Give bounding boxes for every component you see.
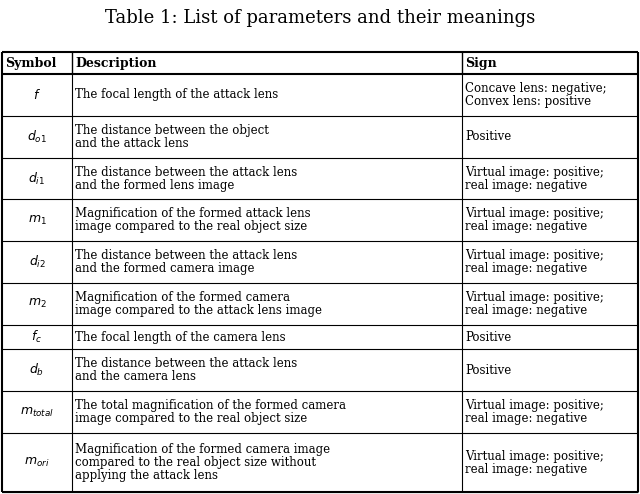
Text: $d_{o1}$: $d_{o1}$ — [27, 128, 47, 145]
Text: Magnification of the formed attack lens: Magnification of the formed attack lens — [75, 207, 310, 220]
Text: and the camera lens: and the camera lens — [75, 370, 196, 383]
Text: real image: negative: real image: negative — [465, 178, 588, 192]
Text: and the attack lens: and the attack lens — [75, 137, 189, 150]
Text: image compared to the attack lens image: image compared to the attack lens image — [75, 304, 322, 317]
Text: $m_{total}$: $m_{total}$ — [20, 406, 54, 419]
Text: $d_b$: $d_b$ — [29, 363, 45, 378]
Text: Virtual image: positive;: Virtual image: positive; — [465, 399, 604, 412]
Text: Sign: Sign — [465, 56, 497, 70]
Text: $m_2$: $m_2$ — [28, 297, 46, 310]
Text: image compared to the real object size: image compared to the real object size — [75, 412, 307, 425]
Text: Virtual image: positive;: Virtual image: positive; — [465, 291, 604, 304]
Text: $m_{ori}$: $m_{ori}$ — [24, 456, 50, 469]
Text: Virtual image: positive;: Virtual image: positive; — [465, 450, 604, 462]
Text: $d_{i1}$: $d_{i1}$ — [28, 170, 45, 187]
Text: real image: negative: real image: negative — [465, 262, 588, 275]
Text: Concave lens: negative;: Concave lens: negative; — [465, 82, 607, 95]
Text: $f$: $f$ — [33, 88, 41, 102]
Text: applying the attack lens: applying the attack lens — [75, 469, 218, 482]
Text: The focal length of the camera lens: The focal length of the camera lens — [75, 330, 285, 344]
Text: real image: negative: real image: negative — [465, 304, 588, 317]
Text: Magnification of the formed camera image: Magnification of the formed camera image — [75, 443, 330, 456]
Text: real image: negative: real image: negative — [465, 412, 588, 425]
Text: Positive: Positive — [465, 130, 511, 143]
Text: compared to the real object size without: compared to the real object size without — [75, 456, 316, 469]
Text: Magnification of the formed camera: Magnification of the formed camera — [75, 291, 290, 304]
Text: Positive: Positive — [465, 364, 511, 377]
Text: Description: Description — [75, 56, 157, 70]
Text: The distance between the attack lens: The distance between the attack lens — [75, 249, 297, 262]
Text: Positive: Positive — [465, 330, 511, 344]
Text: $f_c$: $f_c$ — [31, 329, 42, 345]
Text: The distance between the attack lens: The distance between the attack lens — [75, 357, 297, 370]
Text: The focal length of the attack lens: The focal length of the attack lens — [75, 88, 278, 101]
Text: Table 1: List of parameters and their meanings: Table 1: List of parameters and their me… — [105, 9, 535, 27]
Text: $m_1$: $m_1$ — [28, 214, 47, 227]
Text: real image: negative: real image: negative — [465, 220, 588, 233]
Text: real image: negative: real image: negative — [465, 462, 588, 476]
Text: Virtual image: positive;: Virtual image: positive; — [465, 207, 604, 220]
Text: The distance between the object: The distance between the object — [75, 124, 269, 137]
Text: image compared to the real object size: image compared to the real object size — [75, 220, 307, 233]
Text: Virtual image: positive;: Virtual image: positive; — [465, 249, 604, 262]
Text: The total magnification of the formed camera: The total magnification of the formed ca… — [75, 399, 346, 412]
Text: Convex lens: positive: Convex lens: positive — [465, 95, 591, 108]
Text: $d_{i2}$: $d_{i2}$ — [29, 254, 45, 270]
Text: Virtual image: positive;: Virtual image: positive; — [465, 165, 604, 178]
Text: Symbol: Symbol — [5, 56, 56, 70]
Text: The distance between the attack lens: The distance between the attack lens — [75, 165, 297, 178]
Text: and the formed lens image: and the formed lens image — [75, 178, 234, 192]
Text: and the formed camera image: and the formed camera image — [75, 262, 255, 275]
